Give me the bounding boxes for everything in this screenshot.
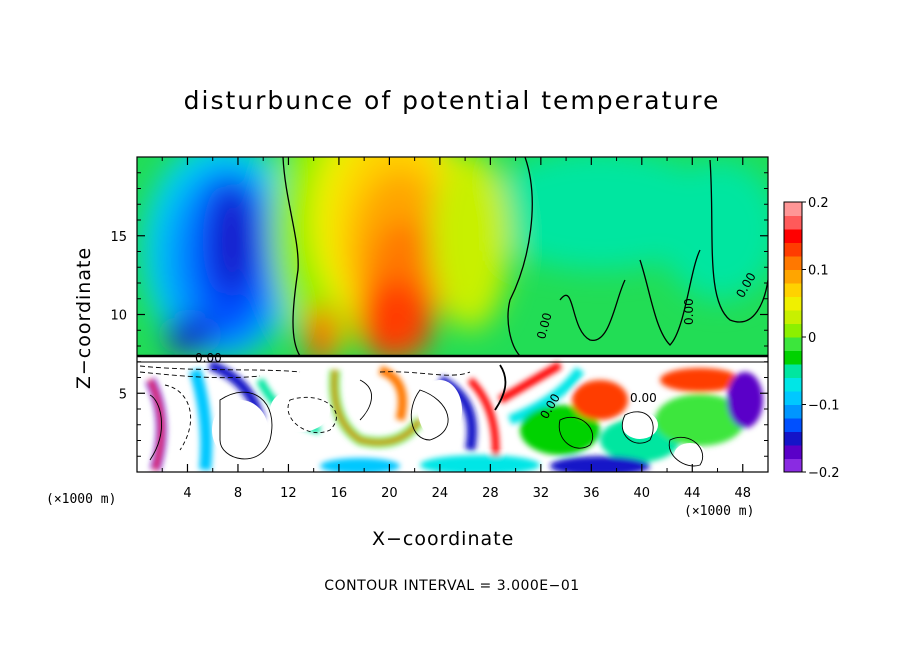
- colorbar-swatch: [784, 377, 802, 392]
- x-tick-label: 48: [734, 486, 751, 501]
- colorbar-swatch: [784, 202, 802, 216]
- colorbar-tick-label: 0.1: [808, 264, 829, 279]
- x-axis-ticks: 4 8 12 16 20 24 28 32 36 40 44 48: [161, 157, 751, 501]
- colorbar-swatch: [784, 418, 802, 432]
- colorbar-swatch: [784, 404, 802, 419]
- x-tick-label: 24: [432, 486, 449, 501]
- x-unit-label-right: (×1000 m): [684, 504, 755, 519]
- lower-white-patches: [212, 380, 706, 467]
- y-tick-label: 15: [110, 230, 127, 245]
- x-tick-label: 12: [280, 486, 297, 501]
- x-tick-label: 40: [634, 486, 651, 501]
- colorbar-tick-label: −0.2: [808, 466, 840, 481]
- plot-area: 0.00 0.00 0.00 0.00 0.00 0.00: [137, 157, 768, 472]
- contour-lines: [137, 157, 768, 363]
- y-tick-label: 5: [119, 387, 127, 402]
- x-tick-label: 8: [234, 486, 242, 501]
- colorbar-swatch: [784, 310, 802, 324]
- colorbar-tick-label: 0: [808, 331, 816, 346]
- contour-interval-note: CONTOUR INTERVAL = 3.000E−01: [324, 578, 580, 594]
- upper-field: [142, 157, 768, 365]
- x-tick-label: 28: [482, 486, 499, 501]
- y-axis-ticks: 5 10 15: [110, 172, 768, 457]
- lower-contours: [139, 364, 704, 467]
- colorbar-swatch: [784, 296, 802, 311]
- colorbar-swatch: [784, 215, 802, 230]
- colorbar-swatch: [784, 242, 802, 257]
- colorbar-swatch: [784, 458, 802, 473]
- x-tick-label: 16: [331, 486, 348, 501]
- x-tick-label: 32: [533, 486, 550, 501]
- chart-title: disturbunce of potential temperature: [183, 86, 721, 115]
- contour-label-5: 0.00: [630, 391, 657, 405]
- y-tick-label: 10: [110, 309, 127, 324]
- colorbar-swatch: [784, 337, 802, 351]
- x-tick-label: 36: [583, 486, 600, 501]
- colorbar-tick-label: 0.2: [808, 196, 829, 211]
- colorbar-swatch: [784, 256, 802, 270]
- colorbar-swatch: [784, 445, 802, 459]
- colorbar-swatch: [784, 283, 802, 297]
- colorbar-swatch: [784, 431, 802, 446]
- x-tick-label: 4: [183, 486, 191, 501]
- contour-label-1: 0.00: [534, 311, 554, 340]
- colorbar-tick-label: −0.1: [808, 399, 840, 414]
- contour-label-2: 0.00: [682, 298, 696, 325]
- x-tick-label: 20: [381, 486, 398, 501]
- colorbar-swatch: [784, 350, 802, 365]
- x-tick-label: 44: [684, 486, 701, 501]
- colorbar-swatch: [784, 269, 802, 284]
- colorbar: 0.2 0.1 0 −0.1 −0.2: [783, 196, 840, 481]
- colorbar-swatch: [784, 391, 802, 405]
- x-unit-label-left: (×1000 m): [46, 492, 117, 507]
- colorbar-swatch: [784, 323, 802, 338]
- y-axis-label: Z−coordinate: [73, 246, 95, 390]
- colorbar-swatch: [784, 229, 802, 243]
- x-axis-label: X−coordinate: [372, 528, 515, 550]
- contour-label-4: 0.00: [195, 351, 222, 365]
- colorbar-swatch: [784, 364, 802, 378]
